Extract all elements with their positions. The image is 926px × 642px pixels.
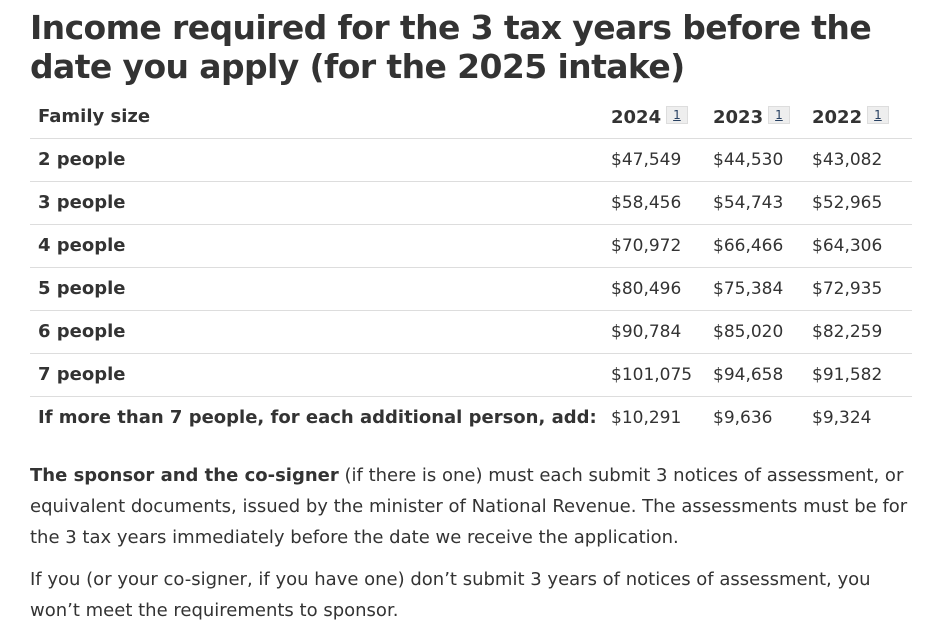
row-label: 6 people xyxy=(30,310,611,354)
income-cell: $58,456 xyxy=(611,181,713,225)
footnote-link[interactable]: 1 xyxy=(867,105,889,124)
year-label: 2023 xyxy=(713,106,764,128)
row-label: 2 people xyxy=(30,138,611,182)
table-header-row: Family size 2024 1 2023 1 2022 1 xyxy=(30,96,912,139)
income-table: Family size 2024 1 2023 1 2022 1 2 people $… xyxy=(30,96,912,439)
income-cell: $101,075 xyxy=(611,353,713,397)
table-row: 4 people $70,972 $66,466 $64,306 xyxy=(30,224,912,268)
row-label: 4 people xyxy=(30,224,611,268)
year-label: 2024 xyxy=(611,106,662,128)
requirements-paragraph: If you (or your co-signer, if you have o… xyxy=(30,569,871,621)
notices-paragraph: The sponsor and the co-signer (if there … xyxy=(30,460,910,553)
income-cell: $70,972 xyxy=(611,224,713,268)
income-cell: $94,658 xyxy=(713,353,812,397)
family-size-header: Family size xyxy=(30,96,611,139)
table-row: 7 people $101,075 $94,658 $91,582 xyxy=(30,353,912,397)
income-cell: $90,784 xyxy=(611,310,713,354)
income-cell: $52,965 xyxy=(812,181,912,225)
row-label: 3 people xyxy=(30,181,611,225)
income-cell: $72,935 xyxy=(812,267,912,311)
table-row: 5 people $80,496 $75,384 $72,935 xyxy=(30,267,912,311)
income-cell: $9,636 xyxy=(713,407,773,428)
footnote-link[interactable]: 1 xyxy=(768,105,790,124)
table-row: 3 people $58,456 $54,743 $52,965 xyxy=(30,181,912,225)
row-label: 5 people xyxy=(30,267,611,311)
year-header-2024: 2024 1 xyxy=(611,96,713,139)
year-label: 2022 xyxy=(812,106,863,128)
footnote-link[interactable]: 1 xyxy=(666,105,688,124)
income-cell: $9,324 xyxy=(812,407,872,428)
income-cell: $10,291 xyxy=(611,407,682,428)
row-label: 7 people xyxy=(30,353,611,397)
year-header-2023: 2023 1 xyxy=(713,96,812,139)
income-cell: $54,743 xyxy=(713,181,812,225)
table-row: 2 people $47,549 $44,530 $43,082 xyxy=(30,138,912,182)
income-cell: $82,259 xyxy=(812,310,912,354)
year-header-2022: 2022 1 xyxy=(812,96,912,139)
table-row-additional-person: If more than 7 people, for each addition… xyxy=(30,396,912,439)
notices-text: (if there is one) must each submit 3 not… xyxy=(30,465,908,548)
sponsor-cosigner-emphasis: The sponsor and the co-signer xyxy=(30,465,339,486)
income-cell: $44,530 xyxy=(713,138,812,182)
income-cell: $64,306 xyxy=(812,224,912,268)
income-cell: $80,496 xyxy=(611,267,713,311)
table-row: 6 people $90,784 $85,020 $82,259 xyxy=(30,310,912,354)
income-cell: $66,466 xyxy=(713,224,812,268)
page-heading: Income required for the 3 tax years befo… xyxy=(30,8,872,86)
income-cell: $85,020 xyxy=(713,310,812,354)
income-cell: $75,384 xyxy=(713,267,812,311)
income-cell: $47,549 xyxy=(611,138,713,182)
income-cell: $91,582 xyxy=(812,353,912,397)
income-cell: $43,082 xyxy=(812,138,912,182)
row-label: If more than 7 people, for each addition… xyxy=(38,407,597,429)
